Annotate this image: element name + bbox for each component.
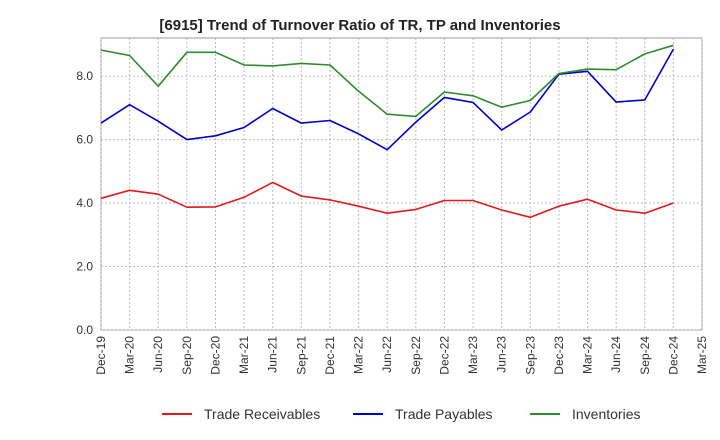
chart-title: [6915] Trend of Turnover Ratio of TR, TP… bbox=[159, 17, 560, 34]
series-line-trade-payables bbox=[100, 48, 675, 151]
y-tick-label: 4.0 bbox=[76, 196, 93, 210]
x-tick-label: Jun-21 bbox=[266, 336, 280, 373]
series-line-inventories bbox=[100, 44, 674, 118]
x-tick-label: Sep-23 bbox=[523, 336, 537, 375]
x-tick-label: Mar-24 bbox=[581, 336, 595, 374]
x-tick-label: Mar-22 bbox=[352, 336, 366, 374]
x-tick-label: Sep-21 bbox=[294, 336, 308, 375]
legend-label: Trade Payables bbox=[395, 406, 493, 422]
x-tick-label: Mar-23 bbox=[466, 336, 480, 374]
plot-frame bbox=[100, 37, 703, 331]
x-tick-label: Dec-22 bbox=[437, 336, 451, 375]
x-tick-label: Dec-23 bbox=[552, 336, 566, 375]
x-tick-label: Sep-22 bbox=[409, 336, 423, 375]
x-tick-label: Mar-21 bbox=[237, 336, 251, 374]
x-tick-label: Mar-20 bbox=[123, 336, 137, 374]
x-tick-label: Dec-19 bbox=[94, 336, 108, 375]
x-tick-label: Sep-20 bbox=[180, 336, 194, 375]
x-tick-label: Dec-24 bbox=[666, 336, 680, 375]
legend-label: Trade Receivables bbox=[204, 406, 320, 422]
y-tick-label: 8.0 bbox=[76, 69, 93, 83]
series-line-trade-receivables bbox=[100, 181, 674, 219]
x-tick-label: Dec-21 bbox=[323, 336, 337, 375]
legend: Trade Receivables Trade Payables Inventori… bbox=[162, 406, 640, 422]
y-tick-label: 6.0 bbox=[76, 133, 93, 147]
plot-area: 0.0 2.0 4.0 6.0 8.0 Dec-19 Mar-20 Jun-20 Sep-20 D… bbox=[76, 37, 709, 375]
legend-label: Inventories bbox=[572, 406, 640, 422]
x-tick-label: Jun-20 bbox=[151, 336, 165, 373]
x-tick-label: Dec-20 bbox=[208, 336, 222, 375]
x-tick-label: Jun-22 bbox=[380, 336, 394, 373]
x-tick-label: Sep-24 bbox=[638, 336, 652, 375]
x-tick-label: Jun-23 bbox=[495, 336, 509, 373]
x-tick-label: Mar-25 bbox=[695, 336, 709, 374]
x-tick-label: Jun-24 bbox=[609, 336, 623, 373]
y-tick-label: 2.0 bbox=[76, 260, 93, 274]
y-tick-label: 0.0 bbox=[76, 323, 93, 337]
